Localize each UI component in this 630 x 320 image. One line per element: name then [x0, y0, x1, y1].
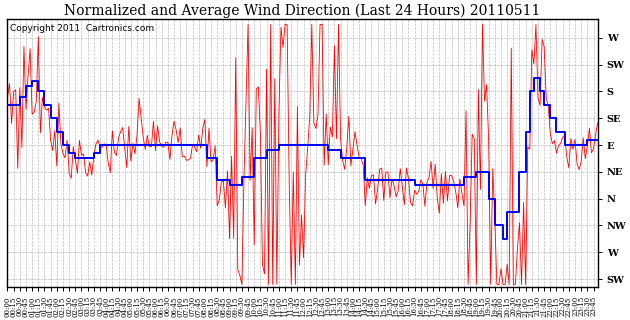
Text: Copyright 2011  Cartronics.com: Copyright 2011 Cartronics.com — [11, 24, 154, 33]
Title: Normalized and Average Wind Direction (Last 24 Hours) 20110511: Normalized and Average Wind Direction (L… — [64, 4, 541, 18]
